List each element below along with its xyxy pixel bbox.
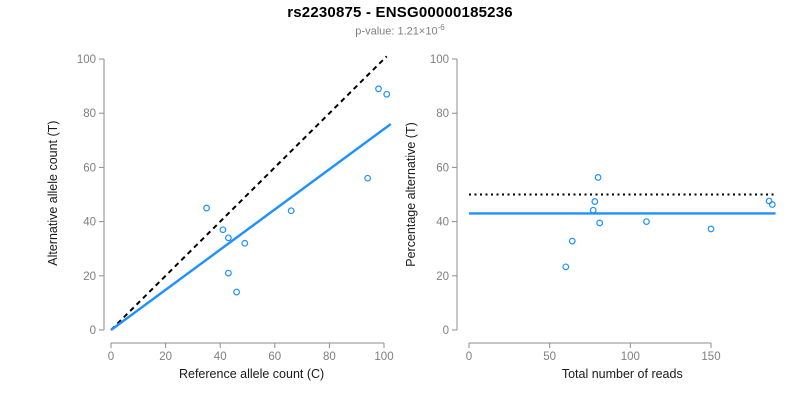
page-title: rs2230875 - ENSG00000185236 [287, 4, 513, 21]
x-tick-label: 80 [323, 351, 336, 363]
scatter-point [383, 90, 391, 98]
scatter-point [768, 201, 776, 208]
y-axis-title: Percentage alternative (T) [404, 122, 418, 267]
identity-line [110, 55, 388, 331]
y-tick-label: 60 [436, 162, 449, 174]
y-tick-label: 0 [443, 325, 449, 337]
scatter-point [596, 219, 604, 227]
x-tick-label: 60 [268, 351, 281, 363]
scatter-point [375, 85, 382, 93]
y-tick-label: 40 [83, 217, 96, 229]
y-tick-label: 80 [436, 108, 449, 120]
scatter-point [219, 226, 227, 234]
pvalue-exponent: -6 [437, 23, 445, 32]
scatter-point [765, 197, 773, 205]
x-tick-label: 0 [466, 351, 472, 363]
x-axis-title: Reference allele count (C) [179, 367, 324, 381]
scatter-point [568, 237, 576, 245]
x-tick-label: 150 [701, 351, 720, 363]
x-tick-label: 40 [214, 351, 227, 363]
x-axis-title: Total number of reads [562, 367, 683, 381]
scatter-point [364, 174, 372, 182]
pvalue-text: p-value: 1.21×10 [355, 25, 438, 38]
pvalue-subtitle: p-value: 1.21×10-6 [0, 23, 800, 38]
scatter-point [594, 174, 602, 181]
scatter-point [203, 204, 210, 212]
y-tick-label: 40 [436, 217, 449, 229]
x-tick-label: 50 [543, 351, 556, 363]
y-tick-label: 0 [90, 325, 96, 337]
y-axis-title: Alternative allele count (T) [46, 121, 60, 266]
x-tick-label: 0 [108, 351, 114, 363]
scatter-point [562, 263, 570, 271]
scatter-point [233, 288, 240, 296]
scatter-point [591, 198, 599, 205]
right-scatter-plot: 0 20 40 60 80 100 0 50 100 150 Total number of rea… [404, 54, 776, 381]
y-tick-label: 20 [83, 271, 96, 283]
scatter-point [707, 225, 715, 233]
y-tick-label: 100 [77, 54, 96, 66]
scatter-point [589, 206, 597, 214]
left-scatter-plot: 0 20 40 60 80 100 0 20 40 60 80 100 Reference allele… [46, 54, 394, 381]
scatter-point [224, 234, 232, 242]
regression-line [110, 123, 392, 331]
x-tick-label: 20 [159, 351, 172, 363]
x-tick-label: 100 [621, 351, 640, 363]
scatter-point [643, 218, 650, 226]
scatter-point [287, 207, 295, 215]
y-tick-label: 80 [83, 108, 96, 120]
y-tick-label: 20 [436, 271, 449, 283]
scatter-point [241, 239, 249, 247]
y-tick-label: 60 [83, 162, 96, 174]
scatter-point [224, 269, 232, 277]
chart-header: rs2230875 - ENSG00000185236 p-value: 1.2… [0, 4, 800, 38]
y-tick-label: 100 [430, 54, 449, 66]
x-tick-label: 100 [374, 351, 393, 363]
